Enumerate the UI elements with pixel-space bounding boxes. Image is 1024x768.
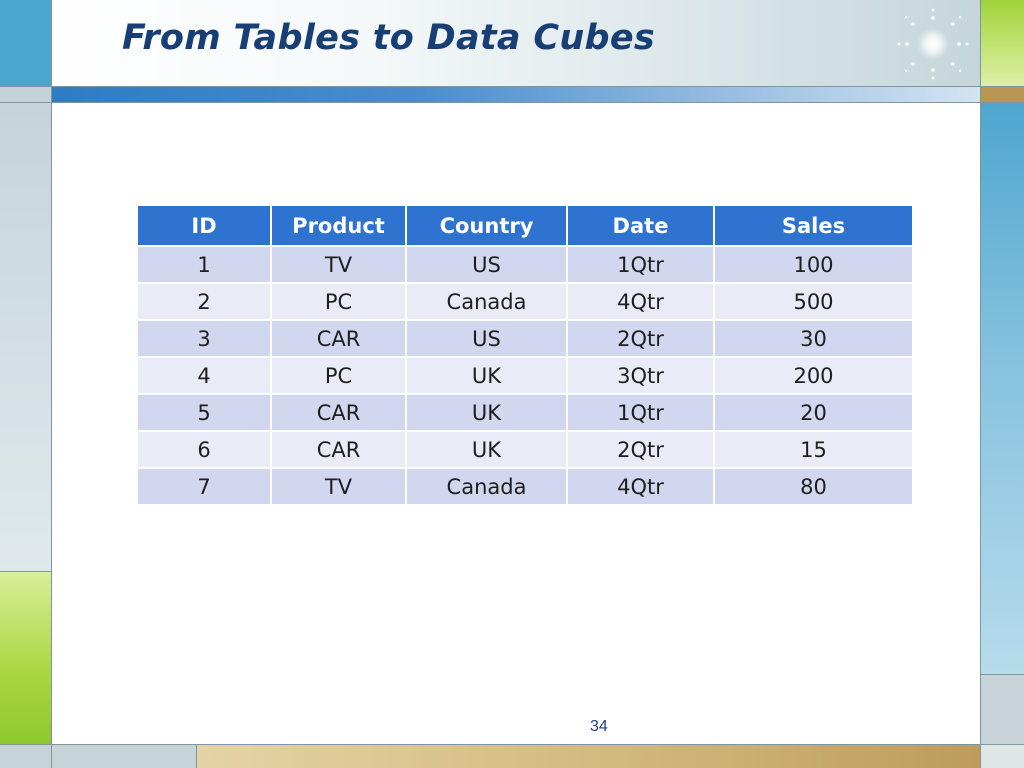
cell-date: 4Qtr <box>566 282 715 321</box>
cell-sales: 15 <box>713 430 914 469</box>
cell-id: 7 <box>136 467 272 506</box>
cell-id: 3 <box>136 319 272 358</box>
table-row: 6 CAR UK 2Qtr 15 <box>136 430 914 469</box>
table-row: 3 CAR US 2Qtr 30 <box>136 319 914 358</box>
left-green-block <box>0 571 51 744</box>
cell-sales: 20 <box>713 393 914 432</box>
table-row: 1 TV US 1Qtr 100 <box>136 245 914 284</box>
cell-sales: 200 <box>713 356 914 395</box>
cell-country: UK <box>405 430 568 469</box>
cell-date: 1Qtr <box>566 245 715 284</box>
cell-product: PC <box>270 356 407 395</box>
right-green-block <box>981 0 1024 86</box>
cell-country: Canada <box>405 467 568 506</box>
left-top-block <box>0 0 51 86</box>
left-separator-block <box>0 86 51 103</box>
cell-sales: 30 <box>713 319 914 358</box>
cell-sales: 500 <box>713 282 914 321</box>
column-header-country: Country <box>405 204 568 247</box>
right-block-line <box>981 674 1024 675</box>
cell-date: 2Qtr <box>566 319 715 358</box>
left-divider-line <box>51 0 52 768</box>
cell-product: CAR <box>270 430 407 469</box>
cell-product: TV <box>270 467 407 506</box>
cell-product: PC <box>270 282 407 321</box>
column-header-date: Date <box>566 204 715 247</box>
page-title: From Tables to Data Cubes <box>122 18 656 58</box>
cell-country: UK <box>405 393 568 432</box>
page-number: 34 <box>590 718 608 735</box>
cell-id: 6 <box>136 430 272 469</box>
cell-product: CAR <box>270 319 407 358</box>
cell-country: UK <box>405 356 568 395</box>
left-bottom-block <box>0 744 51 768</box>
footer-top-line <box>0 744 1024 745</box>
cell-date: 1Qtr <box>566 393 715 432</box>
cell-id: 5 <box>136 393 272 432</box>
right-gray-block <box>981 674 1024 744</box>
data-table: ID Product Country Date Sales 1 TV US 1Q… <box>136 204 914 506</box>
right-separator-block <box>981 86 1024 103</box>
cell-product: TV <box>270 245 407 284</box>
bottom-right-band <box>196 744 981 768</box>
cell-date: 3Qtr <box>566 356 715 395</box>
left-middle-block <box>0 103 51 571</box>
right-blue-block <box>981 103 1024 674</box>
column-header-product: Product <box>270 204 407 247</box>
column-header-sales: Sales <box>713 204 914 247</box>
title-bottom-line <box>0 86 1024 87</box>
cell-id: 2 <box>136 282 272 321</box>
table-row: 5 CAR UK 1Qtr 20 <box>136 393 914 432</box>
bottom-left-band <box>51 744 196 768</box>
column-header-id: ID <box>136 204 272 247</box>
cell-sales: 100 <box>713 245 914 284</box>
cell-product: CAR <box>270 393 407 432</box>
accent-bar <box>51 86 981 103</box>
cell-sales: 80 <box>713 467 914 506</box>
cell-date: 4Qtr <box>566 467 715 506</box>
footer-split-line <box>196 744 197 768</box>
accent-bottom-line <box>0 102 1024 103</box>
right-bottom-block <box>981 744 1024 768</box>
left-block-line <box>0 571 51 572</box>
table-header-row: ID Product Country Date Sales <box>136 204 914 247</box>
table-row: 7 TV Canada 4Qtr 80 <box>136 467 914 506</box>
cell-id: 1 <box>136 245 272 284</box>
table-row: 2 PC Canada 4Qtr 500 <box>136 282 914 321</box>
cell-id: 4 <box>136 356 272 395</box>
cell-country: US <box>405 245 568 284</box>
right-divider-line <box>980 0 981 768</box>
title-band <box>51 0 981 86</box>
cell-date: 2Qtr <box>566 430 715 469</box>
cell-country: Canada <box>405 282 568 321</box>
sparkle-icon <box>897 8 969 80</box>
table-row: 4 PC UK 3Qtr 200 <box>136 356 914 395</box>
cell-country: US <box>405 319 568 358</box>
